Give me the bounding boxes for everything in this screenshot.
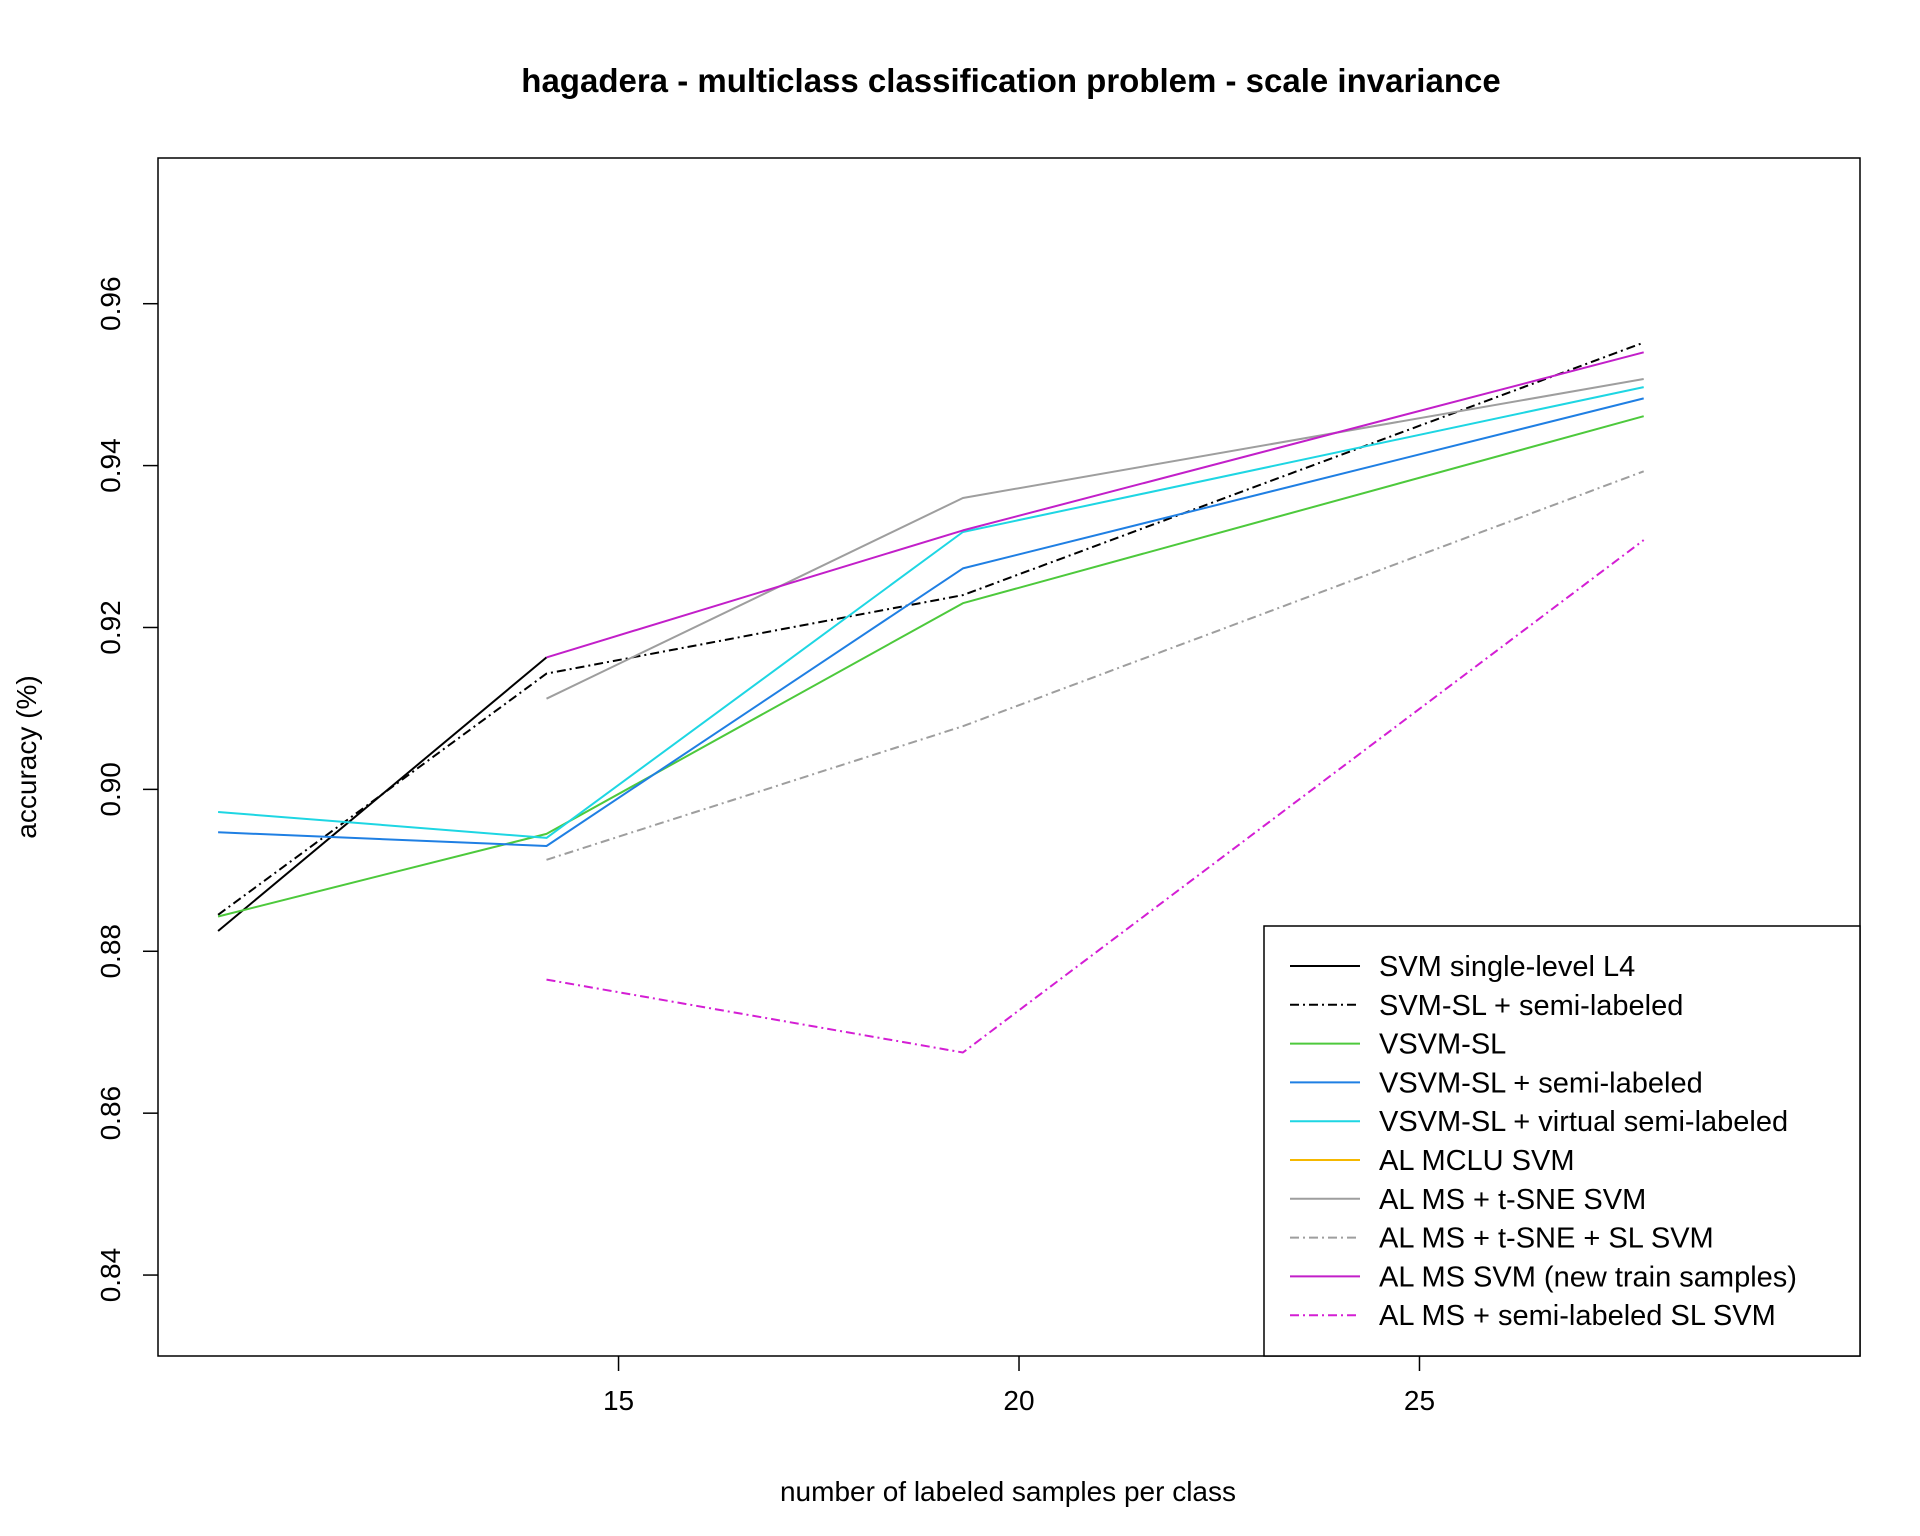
legend-label: VSVM-SL <box>1379 1029 1506 1061</box>
series-line-3 <box>218 397 1644 847</box>
legend-label: SVM single-level L4 <box>1379 951 1635 983</box>
plot-frame <box>157 157 1861 1357</box>
legend-label: VSVM-SL + virtual semi-labeled <box>1379 1106 1788 1138</box>
series-line-1 <box>217 341 1645 916</box>
x-axis-label: number of labeled samples per class <box>780 1476 1236 1507</box>
series-line-9 <box>546 539 1645 1054</box>
series-line-2 <box>217 415 1644 918</box>
legend-label: AL MS + semi-labeled SL SVM <box>1379 1300 1776 1332</box>
legend-label: AL MS SVM (new train samples) <box>1379 1261 1797 1293</box>
y-tick-label: 0.88 <box>95 924 126 979</box>
legend-label: VSVM-SL + semi-labeled <box>1379 1067 1703 1099</box>
series-line-6 <box>546 378 1644 700</box>
chart-title: hagadera - multiclass classification pro… <box>521 62 1500 99</box>
y-axis-label: accuracy (%) <box>11 675 42 838</box>
y-tick-label: 0.86 <box>95 1086 126 1141</box>
series-line-4 <box>218 386 1644 839</box>
legend: SVM single-level L4 SVM-SL + semi-labeled… <box>1263 925 1861 1357</box>
y-tick-label: 0.90 <box>95 762 126 817</box>
y-tick-label: 0.92 <box>95 600 126 655</box>
x-axis: 15 20 25 <box>603 1356 1435 1416</box>
legend-label: SVM-SL + semi-labeled <box>1379 990 1683 1022</box>
x-tick-label: 15 <box>603 1385 634 1416</box>
legend-box <box>1263 925 1861 1357</box>
legend-label: AL MS + t-SNE SVM <box>1379 1184 1646 1216</box>
y-tick-label: 0.96 <box>95 276 126 331</box>
x-tick-label: 25 <box>1404 1385 1435 1416</box>
y-tick-label: 0.84 <box>95 1248 126 1303</box>
series-line-7 <box>546 470 1645 861</box>
series-line-8 <box>546 351 1644 659</box>
series-lines <box>217 341 1645 1054</box>
x-tick-label: 20 <box>1003 1385 1034 1416</box>
y-axis: 0.84 0.86 0.88 0.90 0.92 0.94 0.96 <box>95 276 158 1302</box>
y-tick-label: 0.94 <box>95 438 126 493</box>
legend-label: AL MCLU SVM <box>1379 1145 1575 1177</box>
legend-label: AL MS + t-SNE + SL SVM <box>1379 1223 1714 1255</box>
